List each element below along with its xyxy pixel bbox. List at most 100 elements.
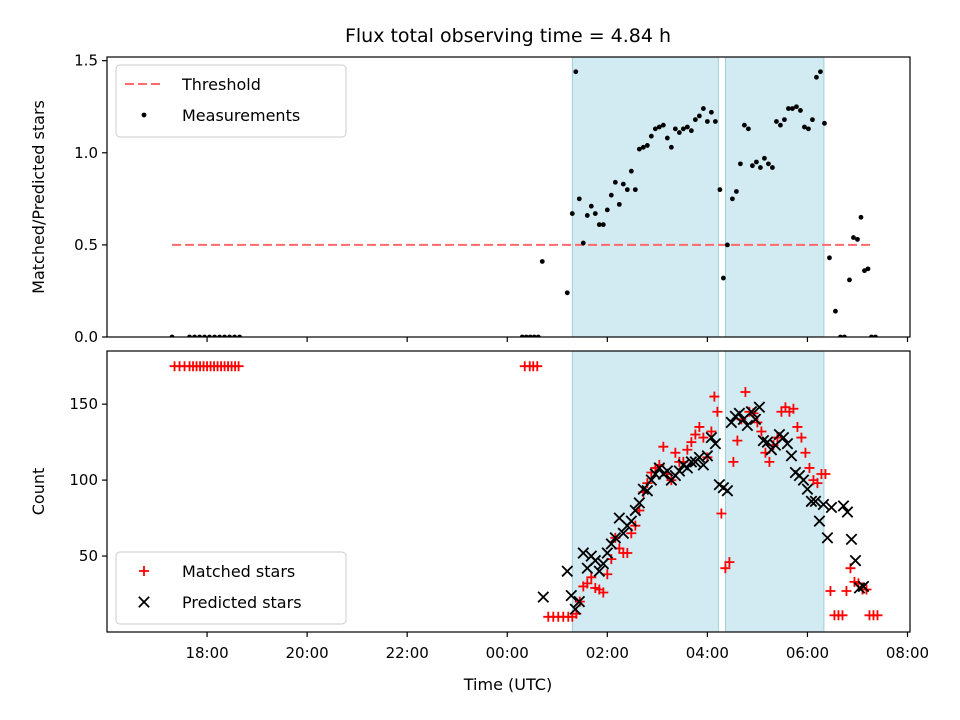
x-tick-label: 06:00 xyxy=(786,644,829,662)
measurement-point xyxy=(810,117,815,123)
y-tick-label: 1.0 xyxy=(74,144,98,162)
measurement-point xyxy=(616,201,622,207)
matched-star-point xyxy=(690,429,701,440)
predicted-star-point xyxy=(661,465,674,477)
matched-star-point xyxy=(532,361,543,372)
predicted-star-point xyxy=(709,437,722,450)
chart-title: Flux total observing time = 4.84 h xyxy=(345,25,671,47)
predicted-star-point xyxy=(749,413,762,426)
measurement-point xyxy=(745,126,751,132)
legend-marker-icon xyxy=(138,596,150,608)
legend-label: Predicted stars xyxy=(182,593,302,612)
measurement-point xyxy=(741,122,747,128)
predicted-star-point xyxy=(597,557,610,570)
matched-star-point xyxy=(732,435,743,446)
legend: Matched stars Predicted stars xyxy=(115,551,347,625)
axes-frame xyxy=(106,56,911,338)
matched-star-point xyxy=(800,447,811,458)
measurement-point xyxy=(737,161,743,167)
predicted-star-point xyxy=(705,431,718,444)
measurement-point xyxy=(604,207,610,213)
measurement-point xyxy=(640,144,646,150)
predicted-star-point xyxy=(857,580,870,593)
panel-ratio: 0.0 0.5 1.0 1.5 Matched/Predicted stars Thres… xyxy=(29,52,911,346)
x-axis-label: Time (UTC) xyxy=(463,675,552,694)
predicted-star-point xyxy=(605,538,618,550)
measurement-point xyxy=(592,211,598,216)
matched-star-point xyxy=(825,585,836,596)
measurement-point xyxy=(814,74,819,80)
predicted-star-point xyxy=(741,419,754,432)
measurement-point xyxy=(790,106,795,111)
observing-window xyxy=(724,56,825,338)
legend-marker-icon xyxy=(139,566,149,576)
measurement-point xyxy=(758,165,763,170)
measurement-point xyxy=(802,124,807,130)
matched-star-point xyxy=(756,426,767,437)
measurement-point xyxy=(652,126,658,132)
matched-star-point xyxy=(709,391,720,402)
measurement-point xyxy=(608,192,614,198)
matched-star-point xyxy=(712,406,723,417)
predicted-star-point xyxy=(573,595,586,608)
measurement-point xyxy=(827,255,832,261)
measurement-point xyxy=(717,187,723,193)
observing-window xyxy=(724,350,825,633)
matched-star-point xyxy=(233,361,244,372)
measurement-point xyxy=(664,135,670,141)
matched-star-point xyxy=(602,569,613,580)
matched-star-point xyxy=(812,478,823,489)
matched-star-point xyxy=(622,548,633,559)
matched-star-point xyxy=(796,432,807,443)
predicted-star-point xyxy=(841,506,854,518)
predicted-star-point xyxy=(733,407,746,420)
measurement-point xyxy=(580,240,586,246)
measurement-point xyxy=(692,117,698,123)
predicted-star-point xyxy=(805,495,818,508)
x-tick-label: 20:00 xyxy=(286,644,329,662)
measurement-point xyxy=(628,168,634,174)
y-tick-label: 0.0 xyxy=(74,328,98,346)
predicted-star-point xyxy=(849,554,862,567)
predicted-star-point xyxy=(633,497,646,509)
measurement-point xyxy=(798,108,803,113)
measurement-point xyxy=(729,196,735,202)
measurement-point xyxy=(588,203,594,209)
matched-star-point xyxy=(716,508,727,519)
plot-area xyxy=(169,361,883,622)
matched-star-point xyxy=(658,441,669,452)
measurement-point xyxy=(644,143,650,148)
matched-star-point xyxy=(724,557,735,568)
predicted-star-point xyxy=(817,498,830,511)
measurement-point xyxy=(704,119,710,124)
matched-star-point xyxy=(598,587,609,598)
predicted-star-point xyxy=(565,589,578,602)
matched-star-point xyxy=(841,585,852,596)
measurement-point xyxy=(786,106,791,111)
matched-star-point xyxy=(804,462,815,473)
measurement-point xyxy=(865,266,871,272)
measurement-point xyxy=(708,109,714,115)
measurement-point xyxy=(632,187,638,193)
measurement-point xyxy=(680,126,686,132)
measurement-point xyxy=(696,113,702,119)
measurement-point xyxy=(636,146,642,152)
y-tick-label: 0.5 xyxy=(74,236,98,254)
predicted-star-point xyxy=(721,484,734,497)
x-tick-label: 00:00 xyxy=(486,644,529,662)
predicted-star-point xyxy=(681,462,694,474)
measurement-point xyxy=(750,163,755,169)
matched-star-point xyxy=(694,421,705,432)
measurement-point xyxy=(620,181,626,187)
measurement-point xyxy=(720,275,726,281)
matched-star-point xyxy=(740,387,751,398)
predicted-star-point xyxy=(617,527,630,540)
predicted-star-point xyxy=(609,531,622,544)
predicted-star-point xyxy=(645,474,658,486)
x-tick-label: 04:00 xyxy=(686,644,729,662)
measurement-point xyxy=(770,165,775,170)
measurement-point xyxy=(660,122,666,128)
predicted-star-point xyxy=(685,456,698,468)
measurement-point xyxy=(774,119,779,124)
measurement-point xyxy=(733,189,739,194)
